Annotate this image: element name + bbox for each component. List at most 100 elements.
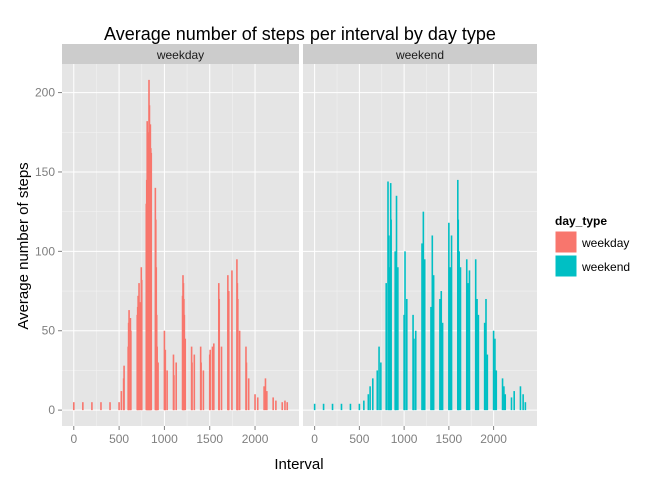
bar	[371, 378, 374, 411]
bar	[450, 235, 453, 411]
bar	[157, 362, 159, 411]
y-axis: 0 50 100 150 200	[35, 86, 62, 417]
legend-label-weekend: weekend	[581, 260, 630, 274]
bar	[458, 251, 460, 411]
legend-items: weekday weekend	[554, 230, 630, 278]
bar	[406, 298, 408, 411]
bar	[281, 402, 284, 411]
bar	[150, 152, 153, 411]
bars-weekday	[72, 79, 289, 411]
bar	[72, 402, 75, 411]
strip-weekday	[62, 44, 299, 64]
bar	[449, 267, 452, 411]
bar	[504, 394, 507, 411]
x-tick-label: 2000	[242, 432, 269, 446]
bar	[422, 211, 425, 411]
bar	[191, 362, 193, 411]
x-tick-label: 1000	[151, 432, 178, 446]
bar	[387, 181, 389, 411]
bar	[395, 195, 398, 411]
bar	[483, 322, 486, 411]
chart-title: Average number of steps per interval by …	[104, 24, 496, 44]
bars-weekend	[313, 179, 527, 411]
x-tick-label: 2000	[480, 432, 507, 446]
bar	[465, 259, 468, 411]
bar	[256, 397, 259, 411]
bar	[439, 298, 441, 411]
bar	[184, 338, 187, 411]
bar	[363, 400, 365, 411]
bar	[431, 235, 434, 411]
bar	[522, 394, 524, 411]
bar	[322, 403, 325, 411]
legend-label-weekday: weekday	[581, 236, 629, 250]
bar	[459, 267, 462, 411]
bar	[209, 349, 211, 411]
bar	[414, 330, 417, 411]
bar	[264, 378, 267, 411]
bar	[231, 270, 233, 411]
panel-weekday: weekday	[62, 44, 299, 426]
y-tick-label: 150	[35, 165, 55, 179]
bar	[164, 349, 167, 411]
x-tick-label: 1000	[391, 432, 418, 446]
bar	[457, 219, 460, 411]
bar	[380, 362, 382, 411]
bar	[495, 370, 498, 411]
strip-label-weekend: weekend	[395, 48, 444, 62]
bar	[513, 391, 515, 411]
bar	[367, 394, 370, 411]
y-tick-label: 50	[42, 324, 56, 338]
bar	[130, 330, 132, 411]
bar	[266, 391, 268, 411]
bar	[156, 346, 158, 411]
bar	[227, 291, 230, 411]
bar	[138, 283, 140, 411]
bar	[313, 403, 316, 411]
x-tick-label: 0	[70, 432, 77, 446]
y-tick-label: 100	[35, 244, 55, 258]
bar	[358, 403, 361, 411]
x-tick-label: 500	[109, 432, 129, 446]
bar	[220, 346, 223, 411]
bar	[388, 235, 390, 411]
plot-area-weekday	[62, 64, 299, 426]
bar	[193, 354, 196, 411]
bar	[388, 267, 391, 411]
bar	[123, 365, 125, 411]
bar	[519, 386, 522, 411]
bar	[369, 386, 371, 411]
y-axis-title: Average number of steps	[15, 162, 32, 329]
bar	[183, 314, 186, 411]
bar	[474, 259, 477, 411]
bar	[421, 243, 423, 411]
x-tick-label: 1500	[436, 432, 463, 446]
bar	[524, 402, 527, 411]
bar	[140, 279, 143, 411]
bar	[397, 267, 399, 411]
bar	[82, 402, 84, 411]
bar	[284, 400, 286, 411]
bar	[376, 370, 379, 411]
bar	[120, 391, 123, 411]
plot-area-weekend	[303, 64, 537, 426]
bar	[109, 402, 111, 411]
bar	[349, 403, 352, 411]
bar	[286, 402, 289, 411]
bar	[394, 283, 397, 411]
bar	[218, 298, 221, 411]
bar	[494, 338, 496, 411]
bar	[238, 330, 241, 411]
bar	[412, 314, 414, 411]
x-tick-label: 0	[311, 432, 318, 446]
bar	[492, 330, 495, 411]
strip-label-weekday: weekday	[156, 48, 204, 62]
bar	[175, 362, 177, 411]
bar	[331, 403, 334, 411]
bar	[275, 400, 277, 411]
bar	[441, 322, 444, 411]
bar	[202, 370, 205, 411]
bar	[485, 298, 487, 411]
bar	[477, 314, 480, 411]
strip-weekend	[303, 44, 537, 64]
